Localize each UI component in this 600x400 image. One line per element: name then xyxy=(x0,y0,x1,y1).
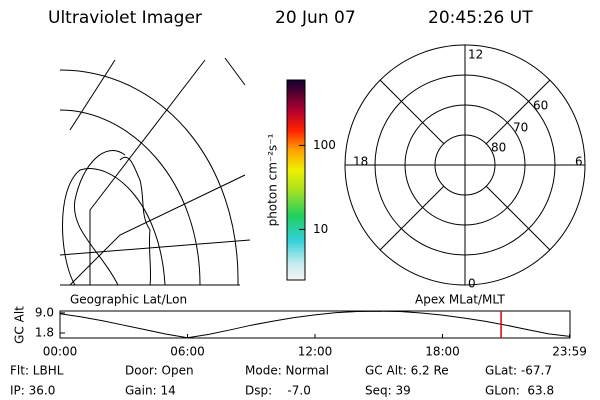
x-tick-label: 06:00 xyxy=(170,345,205,359)
x-tick-label: 12:00 xyxy=(298,345,333,359)
status-field: IP: 36.0 xyxy=(10,384,55,398)
x-tick-label: 00:00 xyxy=(43,345,78,359)
map-label: Geographic Lat/Lon xyxy=(70,293,187,307)
status-field: GLon: 63.8 xyxy=(485,384,554,398)
altitude-line xyxy=(59,310,570,339)
status-field: Mode: Normal xyxy=(245,364,329,378)
mlt-label: 12 xyxy=(468,48,483,62)
colorbar-tick-label: 10 xyxy=(313,222,328,236)
status-field: GLat: -67.7 xyxy=(485,364,552,378)
title: Ultraviolet Imager xyxy=(48,8,202,28)
axis xyxy=(379,185,445,251)
colorbar xyxy=(286,79,306,281)
status-field: Seq: 39 xyxy=(365,384,411,398)
mlt-label: 0 xyxy=(468,277,476,291)
y-tick-label: 9.0 xyxy=(35,305,54,319)
status-field: Flt: LBHL xyxy=(10,364,64,378)
lat-label: 80 xyxy=(491,141,506,155)
status-field: GC Alt: 6.2 Re xyxy=(365,364,449,378)
x-tick-label: 18:00 xyxy=(425,345,460,359)
status-field: Door: Open xyxy=(125,364,194,378)
status-field: Dsp: -7.0 xyxy=(245,384,311,398)
axis xyxy=(485,185,551,251)
y-tick-label: 1.8 xyxy=(35,325,54,339)
lat-label: 60 xyxy=(533,99,548,113)
map xyxy=(59,57,251,286)
mlt-label: 6 xyxy=(575,155,583,169)
date: 20 Jun 07 xyxy=(275,8,356,28)
mlt-label: 18 xyxy=(353,155,368,169)
polar-plot xyxy=(344,44,586,286)
colorbar-label: photon cm⁻²s⁻¹ xyxy=(266,133,280,226)
lat-label: 70 xyxy=(513,121,528,135)
polar-label: Apex MLat/MLT xyxy=(415,293,505,307)
time: 20:45:26 UT xyxy=(428,8,533,28)
x-tick-label: 23:59 xyxy=(552,345,587,359)
colorbar-tick-label: 100 xyxy=(313,138,336,152)
axis xyxy=(379,79,445,145)
y-axis-label: GC Alt xyxy=(13,306,27,344)
status-field: Gain: 14 xyxy=(125,384,176,398)
axis xyxy=(485,79,551,145)
